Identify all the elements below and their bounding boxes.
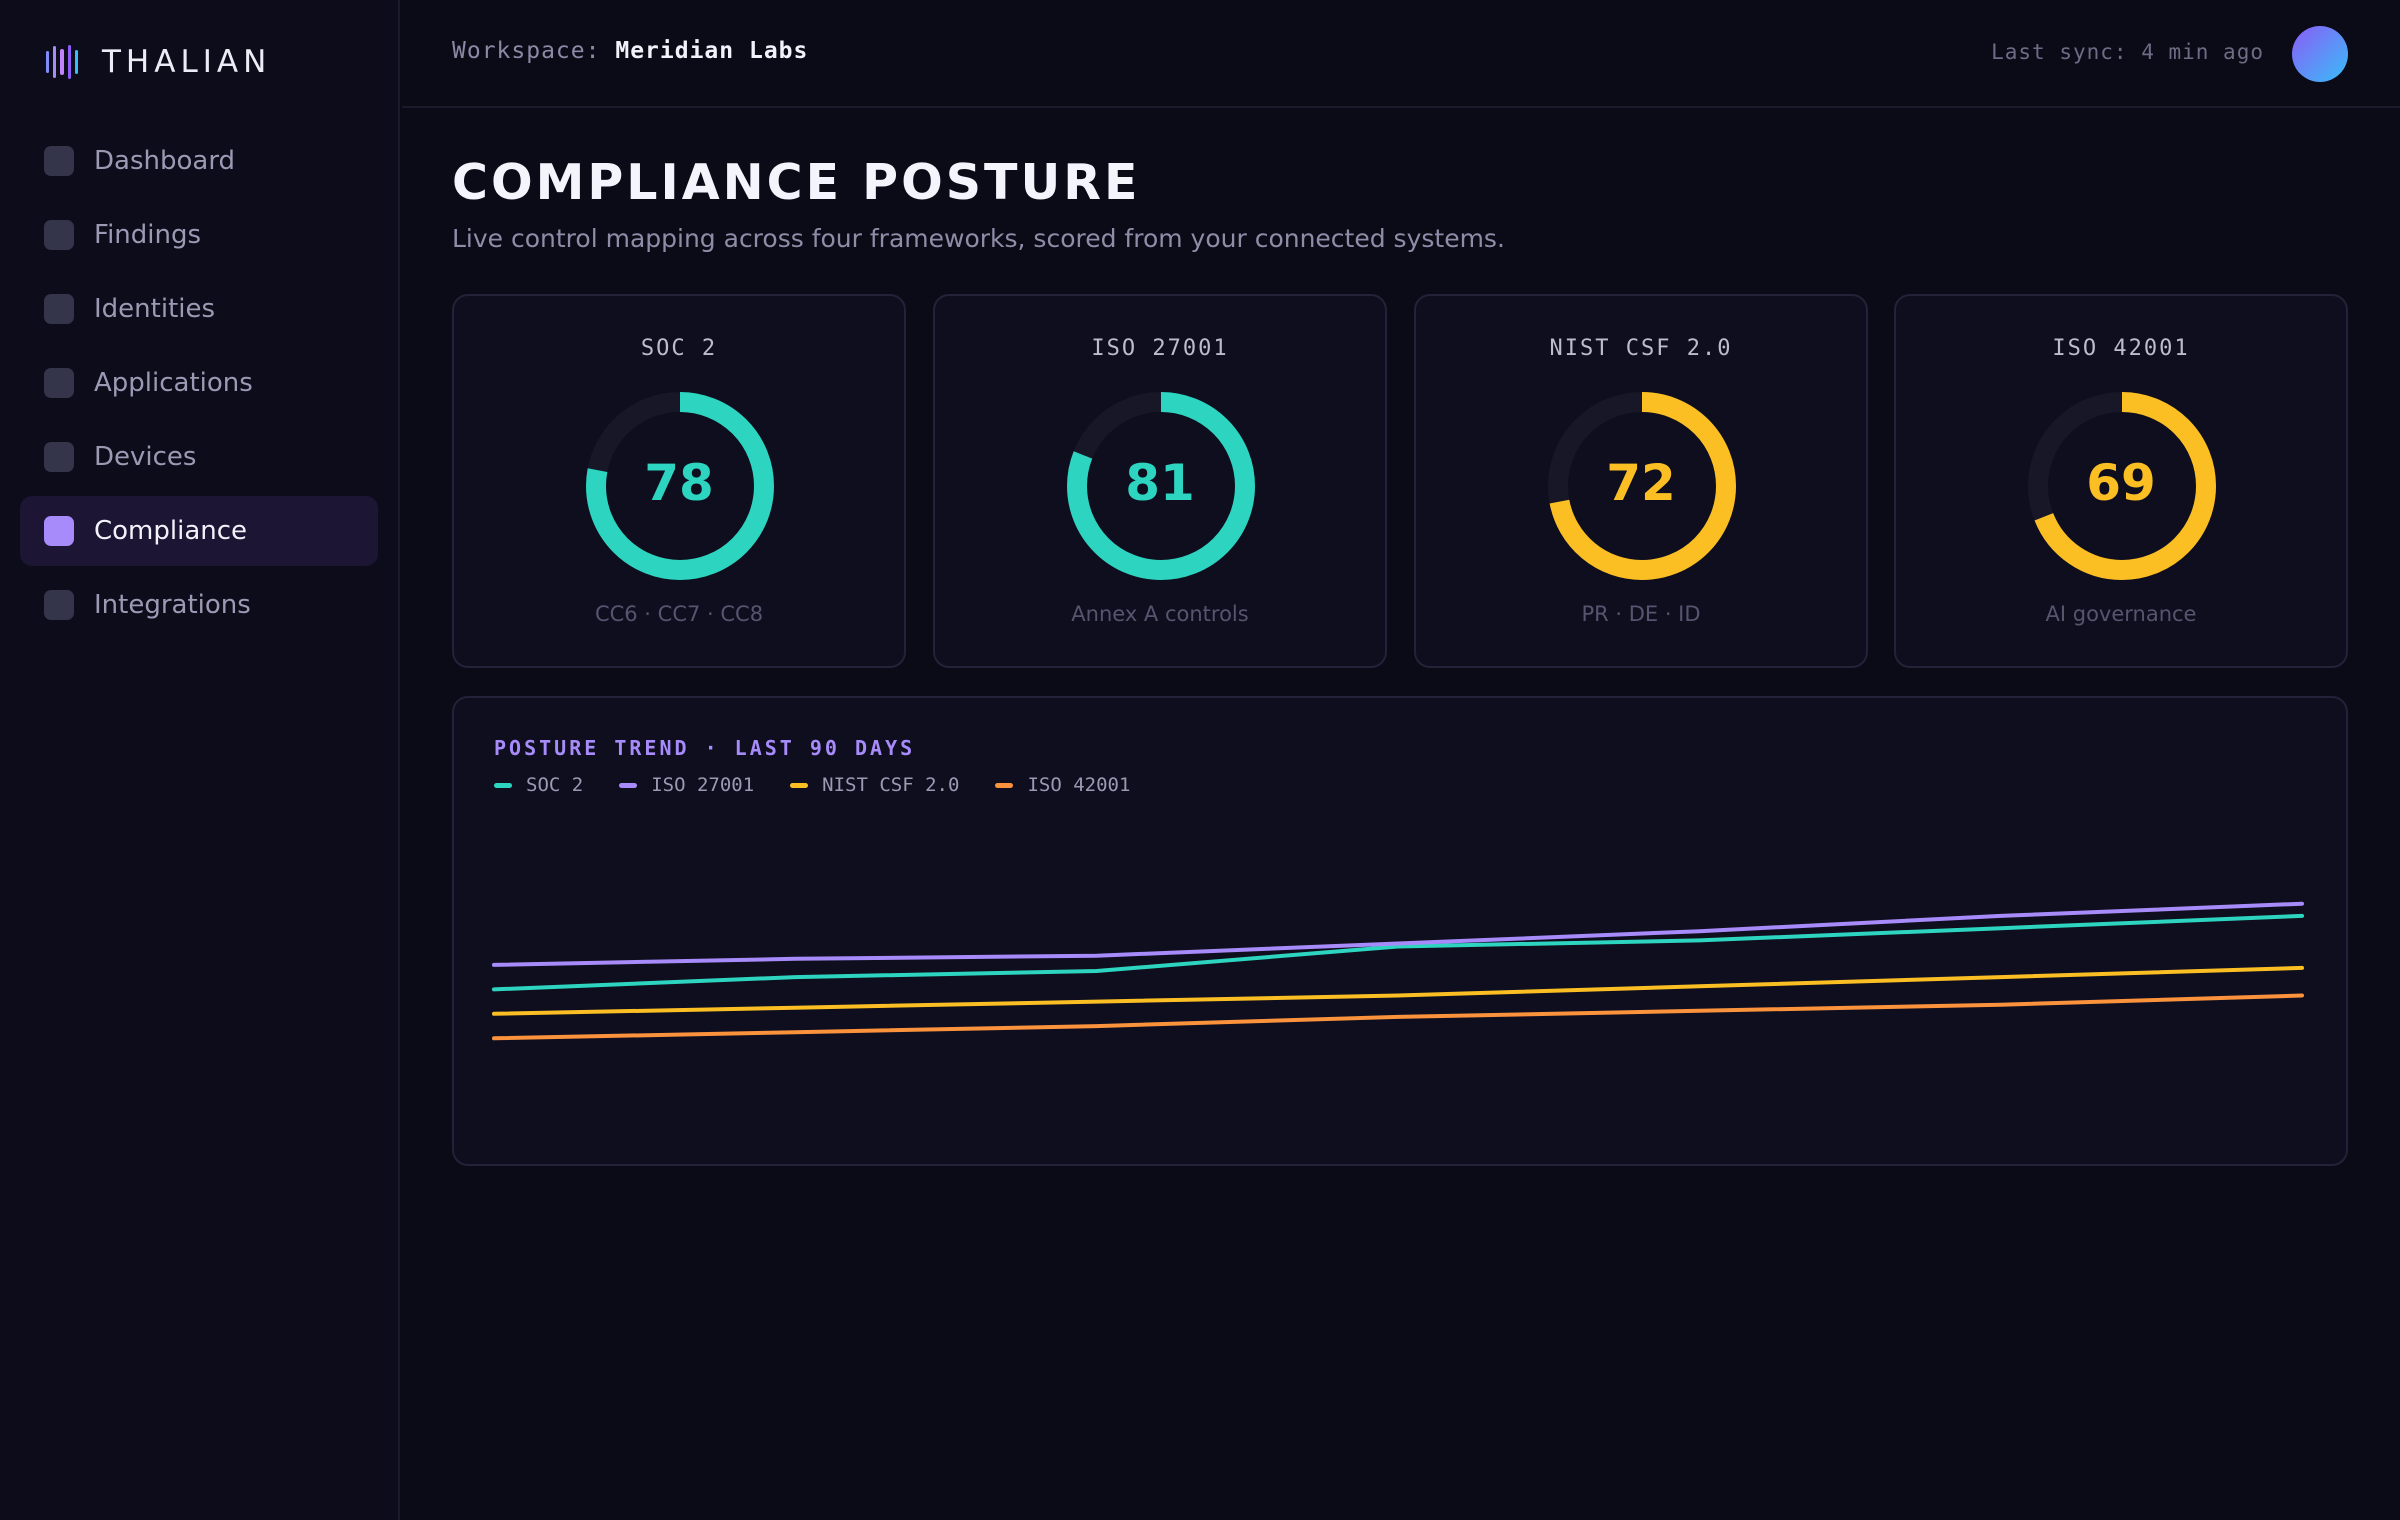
page-subtitle: Live control mapping across four framewo… xyxy=(452,224,1505,253)
score-value: 69 xyxy=(2086,454,2156,512)
trend-legend: SOC 2 ISO 27001 NIST CSF 2.0 ISO 42001 xyxy=(494,774,1130,796)
topbar: Workspace: Meridian Labs Last sync: 4 mi… xyxy=(402,0,2400,108)
sidebar-item-applications[interactable]: Applications xyxy=(20,348,378,418)
avatar[interactable] xyxy=(2292,26,2348,82)
trend-chart xyxy=(492,901,2304,1041)
framework-controls: AI governance xyxy=(2045,602,2197,626)
identities-icon xyxy=(44,294,74,324)
workspace-switcher[interactable]: Workspace: Meridian Labs xyxy=(452,38,808,64)
legend-item[interactable]: ISO 42001 xyxy=(995,774,1130,796)
series-line-nist-csf-2-0 xyxy=(492,965,2304,1016)
sidebar-item-integrations[interactable]: Integrations xyxy=(20,570,378,640)
score-ring-arc xyxy=(2028,392,2216,580)
framework-card-iso42001[interactable]: ISO 42001 69 AI governance xyxy=(1894,294,2348,668)
score-ring-arc xyxy=(1548,392,1736,580)
sidebar-item-identities[interactable]: Identities xyxy=(20,274,378,344)
score-value: 78 xyxy=(644,454,714,512)
sidebar-item-label: Applications xyxy=(94,368,253,398)
workspace-label: Workspace: xyxy=(452,38,601,64)
workspace-name: Meridian Labs xyxy=(615,38,809,64)
framework-name: ISO 42001 xyxy=(2052,336,2190,361)
score-ring xyxy=(1548,392,1736,580)
score-value: 81 xyxy=(1125,454,1195,512)
legend-item[interactable]: SOC 2 xyxy=(494,774,583,796)
framework-cards: SOC 2 78 CC6 · CC7 · CC8 ISO 27001 81 An… xyxy=(452,294,2348,668)
legend-swatch xyxy=(619,782,638,788)
series-line-soc-2 xyxy=(492,913,2304,992)
brand-name: THALIAN xyxy=(102,44,272,80)
sidebar-item-label: Devices xyxy=(94,442,197,472)
sidebar-item-compliance[interactable]: Compliance xyxy=(20,496,378,566)
sidebar-item-dashboard[interactable]: Dashboard xyxy=(20,126,378,196)
sidebar-item-label: Identities xyxy=(94,294,216,324)
sidebar-item-label: Dashboard xyxy=(94,146,236,176)
integrations-icon xyxy=(44,590,74,620)
legend-label: SOC 2 xyxy=(526,774,584,796)
legend-swatch xyxy=(995,782,1014,788)
score-ring xyxy=(1067,392,1255,580)
legend-swatch xyxy=(790,782,809,788)
applications-icon xyxy=(44,368,74,398)
framework-controls: CC6 · CC7 · CC8 xyxy=(594,602,764,626)
score-ring-arc xyxy=(1067,392,1255,580)
framework-card-soc2[interactable]: SOC 2 78 CC6 · CC7 · CC8 xyxy=(452,294,906,668)
page-title: COMPLIANCE POSTURE xyxy=(452,154,1141,211)
devices-icon xyxy=(44,442,74,472)
posture-trend-panel: POSTURE TREND · LAST 90 DAYS SOC 2 ISO 2… xyxy=(452,696,2348,1166)
sidebar-item-label: Integrations xyxy=(94,590,251,620)
sidebar-item-label: Findings xyxy=(94,220,202,250)
legend-label: ISO 42001 xyxy=(1027,774,1131,796)
legend-label: ISO 27001 xyxy=(651,774,755,796)
series-line-iso-42001 xyxy=(492,993,2304,1041)
findings-icon xyxy=(44,220,74,250)
score-ring xyxy=(586,392,774,580)
framework-card-nist-csf[interactable]: NIST CSF 2.0 72 PR · DE · ID xyxy=(1414,294,1868,668)
brand-logo-icon xyxy=(46,45,79,79)
compliance-icon xyxy=(44,516,74,546)
sidebar-item-findings[interactable]: Findings xyxy=(20,200,378,270)
framework-card-iso27001[interactable]: ISO 27001 81 Annex A controls xyxy=(933,294,1387,668)
legend-item[interactable]: NIST CSF 2.0 xyxy=(790,774,959,796)
series-line-iso-27001 xyxy=(492,901,2304,967)
sidebar-item-label: Compliance xyxy=(94,516,248,546)
framework-controls: PR · DE · ID xyxy=(1581,602,1701,626)
sync-status: Last sync: 4 min ago xyxy=(1991,40,2264,64)
legend-item[interactable]: ISO 27001 xyxy=(619,774,754,796)
legend-swatch xyxy=(494,782,512,788)
sidebar-item-devices[interactable]: Devices xyxy=(20,422,378,492)
score-value: 72 xyxy=(1606,454,1676,512)
framework-controls: Annex A controls xyxy=(1071,602,1249,626)
framework-name: NIST CSF 2.0 xyxy=(1549,336,1733,361)
score-ring-arc xyxy=(586,392,774,580)
legend-label: NIST CSF 2.0 xyxy=(822,774,960,796)
sidebar: THALIAN Dashboard Findings Identities Ap… xyxy=(0,0,400,1520)
framework-name: SOC 2 xyxy=(640,336,718,361)
dashboard-icon xyxy=(44,146,74,176)
brand[interactable]: THALIAN xyxy=(46,44,271,80)
trend-title: POSTURE TREND · LAST 90 DAYS xyxy=(494,736,916,760)
framework-name: ISO 27001 xyxy=(1091,336,1229,361)
sidebar-nav: Dashboard Findings Identities Applicatio… xyxy=(20,126,378,644)
score-ring xyxy=(2028,392,2216,580)
